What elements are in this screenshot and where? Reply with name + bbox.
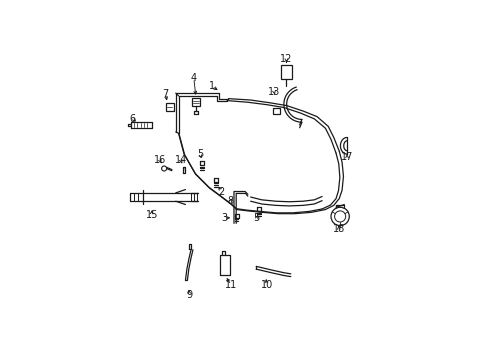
Text: 9: 9 xyxy=(185,290,192,300)
Text: 10: 10 xyxy=(260,280,272,290)
Text: 12: 12 xyxy=(280,54,292,64)
Text: 16: 16 xyxy=(154,155,166,165)
Text: 11: 11 xyxy=(224,280,237,290)
Text: 8: 8 xyxy=(227,196,233,206)
Text: 17: 17 xyxy=(340,152,352,162)
Text: 4: 4 xyxy=(190,73,197,83)
Text: 15: 15 xyxy=(145,210,158,220)
Text: 5: 5 xyxy=(253,213,259,224)
Text: 18: 18 xyxy=(332,225,344,234)
Text: 1: 1 xyxy=(208,81,214,91)
Text: 3: 3 xyxy=(221,213,227,223)
FancyBboxPatch shape xyxy=(272,108,280,114)
Text: 2: 2 xyxy=(218,186,224,197)
FancyBboxPatch shape xyxy=(191,98,200,105)
Text: 14: 14 xyxy=(174,155,186,165)
Text: 7: 7 xyxy=(162,89,168,99)
Text: 13: 13 xyxy=(267,87,280,97)
FancyBboxPatch shape xyxy=(166,103,173,111)
Text: 6: 6 xyxy=(129,114,136,123)
Text: 5: 5 xyxy=(197,149,203,158)
FancyBboxPatch shape xyxy=(280,66,292,79)
